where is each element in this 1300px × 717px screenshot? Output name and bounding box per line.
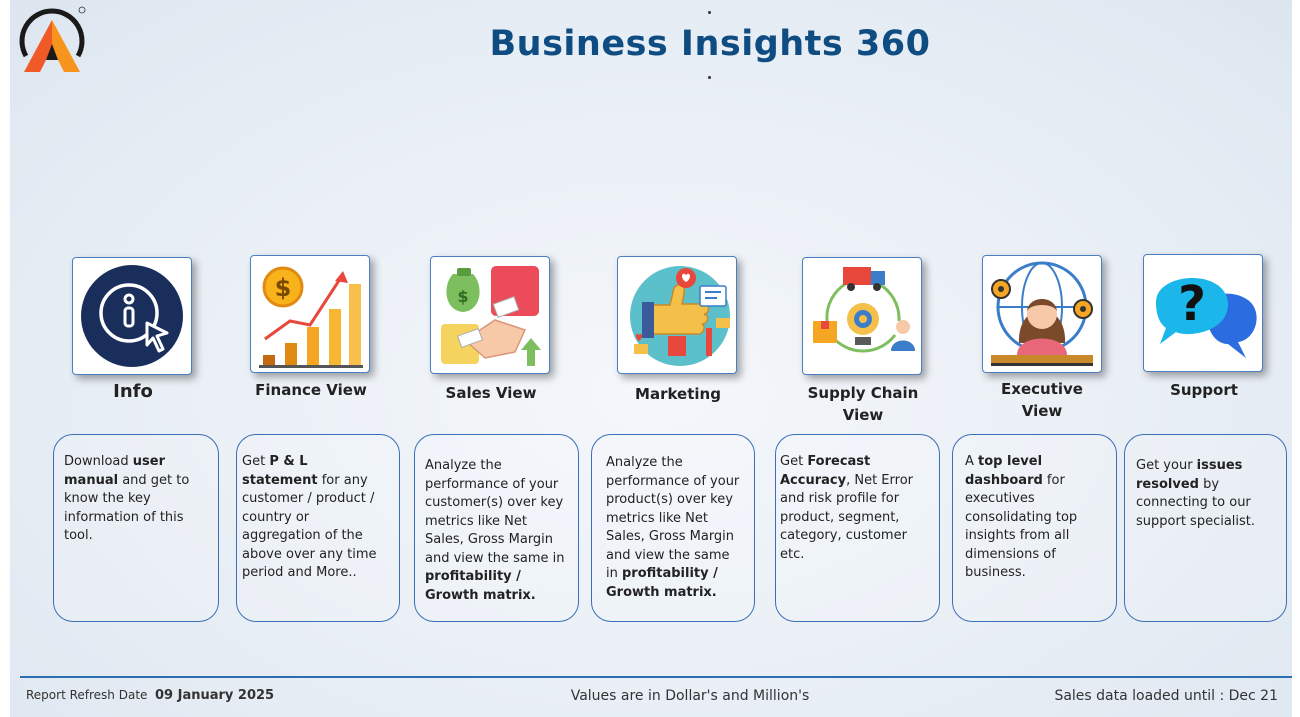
desc-text: Analyze the performance of your customer… [425, 458, 565, 566]
executive-description-card: A top level dashboard for executives con… [952, 434, 1117, 622]
finance-tile-button[interactable]: $ [250, 255, 370, 373]
finance-description-card: Get P & L statement for any customer / p… [236, 434, 400, 622]
desc-bold-text: profitability / Growth matrix. [606, 566, 718, 600]
executive-icon [991, 261, 1093, 366]
svg-text:$: $ [275, 274, 292, 302]
desc-text: for executives consolidating top insight… [965, 472, 1078, 581]
info-pointer-icon [81, 265, 183, 367]
refresh-date-label: Report Refresh Date [26, 688, 148, 702]
desc-text: A [965, 454, 979, 469]
desc-bold-text: top level dashboard [965, 454, 1043, 488]
desc-bold-text: profitability / Growth matrix. [425, 569, 536, 603]
executive-label-line2: View [1021, 402, 1063, 420]
units-note: Values are in Dollar's and Million's [570, 688, 810, 704]
desc-bold-text: P & L statement [242, 454, 318, 488]
footer-divider [20, 676, 1292, 678]
marketing-tile-label: Marketing [635, 385, 721, 403]
svg-text:?: ? [1178, 276, 1206, 332]
supply-chain-label-line2: View [842, 406, 884, 424]
executive-tile-label: Executive View [980, 378, 1104, 422]
desc-text: and get to know the key information of t… [64, 472, 190, 544]
info-tile-button[interactable] [72, 257, 192, 375]
supply-chain-tile-button[interactable] [802, 257, 922, 375]
refresh-date-value: 09 January 2025 [155, 688, 275, 703]
marketing-tile-button[interactable] [617, 256, 737, 374]
svg-text:$: $ [457, 287, 468, 306]
desc-text: Analyze the performance of your product(… [606, 455, 740, 581]
decor-dot [708, 76, 711, 79]
finance-chart-icon: $ [259, 266, 363, 368]
supply-chain-icon [813, 267, 915, 353]
executive-tile-button[interactable] [982, 255, 1102, 373]
page-title: Business Insights 360 [489, 24, 931, 64]
desc-text: Get [242, 454, 270, 469]
sales-tile-label: Sales View [445, 384, 537, 402]
desc-text: by connecting to our support specialist. [1136, 476, 1256, 529]
info-tile-label: Info [113, 381, 153, 402]
desc-text: Get [780, 454, 808, 469]
desc-text: Get your [1136, 458, 1197, 473]
marketing-thumbs-up-icon [630, 266, 730, 366]
decor-dot [708, 11, 711, 14]
desc-text: , Net Error and risk profile for product… [780, 472, 913, 562]
sales-loaded-label: Sales data loaded until : Dec 21 [1054, 688, 1278, 704]
support-tile-button[interactable]: ? [1143, 254, 1263, 372]
desc-bold-text: Forecast Accuracy [780, 454, 871, 488]
executive-label-line1: Executive [1001, 380, 1083, 398]
supply-chain-description-card: Get Forecast Accuracy, Net Error and ris… [775, 434, 940, 622]
marketing-description-card: Analyze the performance of your product(… [591, 434, 755, 622]
supply-chain-label-line1: Supply Chain [807, 384, 919, 402]
desc-text: Download [64, 454, 133, 469]
info-description-card: Download user manual and get to know the… [53, 434, 219, 622]
desc-bold-text: user manual [64, 454, 165, 488]
supply-chain-tile-label: Supply Chain View [800, 382, 926, 426]
desc-text: for any customer / product / country or … [242, 472, 377, 581]
desc-bold-text: issues resolved [1136, 458, 1243, 492]
support-tile-label: Support [1170, 381, 1238, 399]
company-logo [16, 4, 88, 76]
support-description-card: Get your issues resolved by connecting t… [1124, 434, 1287, 622]
sales-description-card: Analyze the performance of your customer… [414, 434, 579, 622]
support-question-icon: ? [1156, 276, 1257, 358]
sales-handshake-icon: $ [441, 266, 541, 366]
sales-tile-button[interactable]: $ [430, 256, 550, 374]
finance-tile-label: Finance View [255, 381, 367, 399]
